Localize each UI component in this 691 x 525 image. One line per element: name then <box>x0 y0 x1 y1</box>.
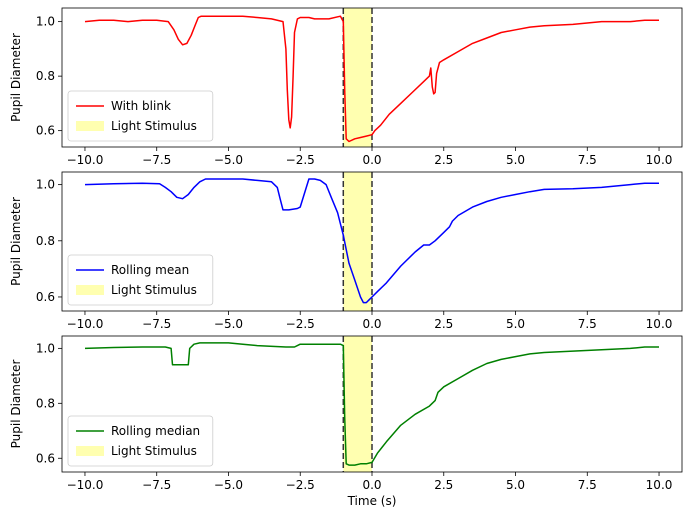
stimulus-band <box>343 8 372 147</box>
x-tick-label: 5.0 <box>506 478 525 492</box>
legend-stimulus-swatch <box>76 285 104 295</box>
legend-box <box>67 415 214 467</box>
stimulus-band <box>343 336 372 472</box>
x-tick-label: −2.5 <box>286 478 315 492</box>
legend-series-label: Rolling median <box>111 424 200 438</box>
x-tick-label: 5.0 <box>506 153 525 167</box>
series-line-rolling-mean <box>84 178 659 304</box>
y-tick-label: 0.8 <box>36 234 55 248</box>
x-tick-label: −10.0 <box>67 153 104 167</box>
y-tick-label: 0.6 <box>36 124 55 138</box>
x-tick-label: 2.5 <box>434 478 453 492</box>
y-tick-label: 1.0 <box>36 15 55 29</box>
legend-stimulus-swatch <box>76 121 104 131</box>
x-tick-label: 7.5 <box>578 153 597 167</box>
panel-3: −10.0 −7.5 −5.0 −2.5 0.0 2.5 5.0 7.5 10.0 0.6 0.8 1… <box>9 335 683 508</box>
x-tick-label: 2.5 <box>434 153 453 167</box>
legend-stimulus-label: Light Stimulus <box>111 444 197 458</box>
panel-2: −10.0 −7.5 −5.0 −2.5 0.0 2.5 5.0 7.5 10.0 0.6 0.8 1… <box>9 171 683 331</box>
y-tick-label: 1.0 <box>36 341 55 355</box>
legend-box <box>67 254 214 306</box>
panels: −10.0 −7.5 −5.0 −2.5 0.0 2.5 5.0 7.5 10.0 0.6 0.8 1… <box>9 7 683 508</box>
x-axis-label: Time (s) <box>347 494 397 508</box>
x-tick-label: −7.5 <box>142 478 171 492</box>
y-axis-label: Pupil Diameter <box>9 33 23 122</box>
y-axis-label: Pupil Diameter <box>9 197 23 286</box>
x-tick-label: −7.5 <box>142 317 171 331</box>
legend-stimulus-label: Light Stimulus <box>111 283 197 297</box>
x-tick-label: 0.0 <box>362 153 381 167</box>
legend: With blink Light Stimulus <box>67 90 214 142</box>
x-tick-label: 0.0 <box>362 478 381 492</box>
x-tick-label: 10.0 <box>646 478 673 492</box>
series-line-with-blink <box>84 15 659 143</box>
x-tick-label: 7.5 <box>578 317 597 331</box>
x-tick-label: 7.5 <box>578 478 597 492</box>
x-tick-label: −5.0 <box>214 153 243 167</box>
y-tick-label: 0.6 <box>36 451 55 465</box>
legend-series-label: With blink <box>111 99 171 113</box>
legend-series-label: Rolling mean <box>111 263 189 277</box>
panel-1: −10.0 −7.5 −5.0 −2.5 0.0 2.5 5.0 7.5 10.0 0.6 0.8 1… <box>9 7 683 167</box>
legend-stimulus-swatch <box>76 446 104 456</box>
legend: Rolling median Light Stimulus <box>67 415 214 467</box>
x-tick-label: −5.0 <box>214 478 243 492</box>
y-tick-label: 0.8 <box>36 396 55 410</box>
y-tick-label: 0.6 <box>36 290 55 304</box>
y-tick-label: 1.0 <box>36 178 55 192</box>
x-tick-label: 10.0 <box>646 153 673 167</box>
legend-box <box>67 90 214 142</box>
legend: Rolling mean Light Stimulus <box>67 254 214 306</box>
x-tick-label: −5.0 <box>214 317 243 331</box>
x-tick-label: −10.0 <box>67 478 104 492</box>
x-tick-label: −10.0 <box>67 317 104 331</box>
x-tick-label: 5.0 <box>506 317 525 331</box>
x-tick-label: 2.5 <box>434 317 453 331</box>
x-tick-label: 0.0 <box>362 317 381 331</box>
legend-stimulus-label: Light Stimulus <box>111 119 197 133</box>
series-line-rolling-median <box>84 342 659 466</box>
x-tick-label: 10.0 <box>646 317 673 331</box>
y-axis-label: Pupil Diameter <box>9 360 23 449</box>
y-tick-label: 0.8 <box>36 69 55 83</box>
x-tick-label: −2.5 <box>286 153 315 167</box>
x-tick-label: −2.5 <box>286 317 315 331</box>
x-tick-label: −7.5 <box>142 153 171 167</box>
